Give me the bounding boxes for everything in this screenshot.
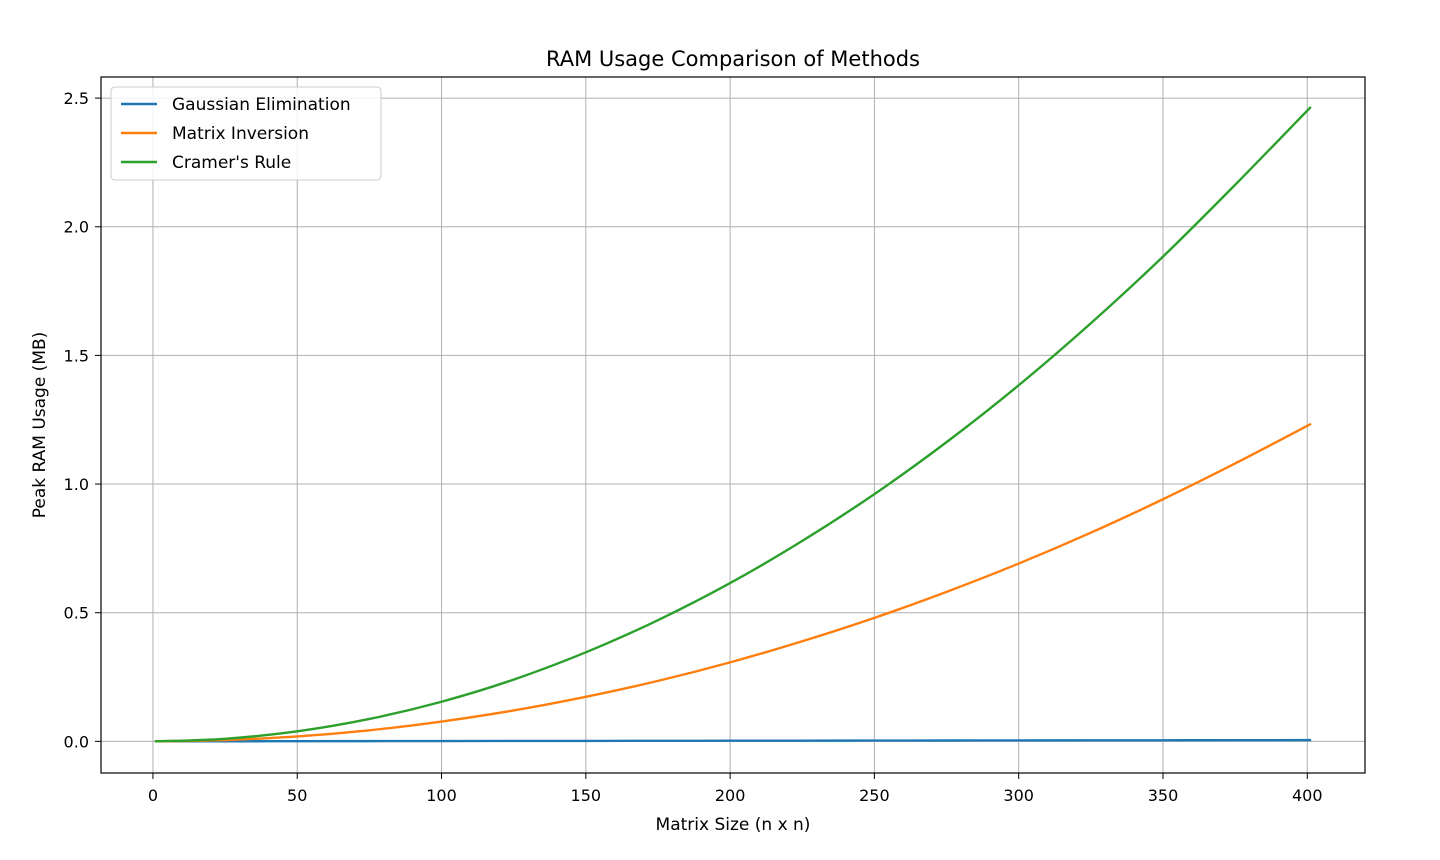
- x-tick-label: 200: [715, 786, 746, 805]
- plot-frame: [100, 76, 1366, 774]
- x-tick-label: 100: [426, 786, 457, 805]
- legend-label: Matrix Inversion: [172, 124, 309, 144]
- series-line-gaussian-elimination: [154, 738, 1312, 743]
- chart-title: RAM Usage Comparison of Methods: [546, 47, 920, 71]
- x-tick-label: 300: [1003, 786, 1034, 805]
- x-tick-label: 250: [859, 786, 890, 805]
- series-line-cramers-rule: [154, 106, 1312, 743]
- series-line-matrix-inversion: [154, 423, 1312, 743]
- y-axis-ticks: 0.0 0.5 1.0 1.5 2.0 2.5: [64, 89, 101, 751]
- gridlines: [101, 77, 1365, 773]
- legend-entry-gaussian-elimination: Gaussian Elimination: [121, 95, 351, 115]
- x-tick-label: 150: [571, 786, 602, 805]
- x-axis-label: Matrix Size (n x n): [656, 815, 811, 835]
- x-axis-ticks: 0 50 100 150 200 250 300 350 400: [148, 773, 1323, 805]
- legend-label: Gaussian Elimination: [172, 95, 351, 115]
- legend-entry-cramers-rule: Cramer's Rule: [121, 153, 291, 173]
- legend-entry-matrix-inversion: Matrix Inversion: [121, 124, 309, 144]
- y-tick-label: 2.5: [64, 89, 89, 108]
- legend-box: [110, 86, 382, 181]
- plot-series: [154, 106, 1312, 743]
- y-axis-label: Peak RAM Usage (MB): [30, 332, 50, 519]
- y-tick-label: 1.0: [64, 475, 89, 494]
- x-tick-label: 50: [287, 786, 307, 805]
- legend-label: Cramer's Rule: [172, 153, 291, 173]
- x-tick-label: 400: [1292, 786, 1323, 805]
- y-tick-label: 0.5: [64, 604, 89, 623]
- y-tick-label: 0.0: [64, 732, 89, 751]
- x-tick-label: 0: [148, 786, 158, 805]
- legend: Gaussian Elimination Matrix Inversion Cram…: [110, 86, 382, 181]
- y-tick-label: 1.5: [64, 346, 89, 365]
- y-tick-label: 2.0: [64, 218, 89, 237]
- x-tick-label: 350: [1148, 786, 1179, 805]
